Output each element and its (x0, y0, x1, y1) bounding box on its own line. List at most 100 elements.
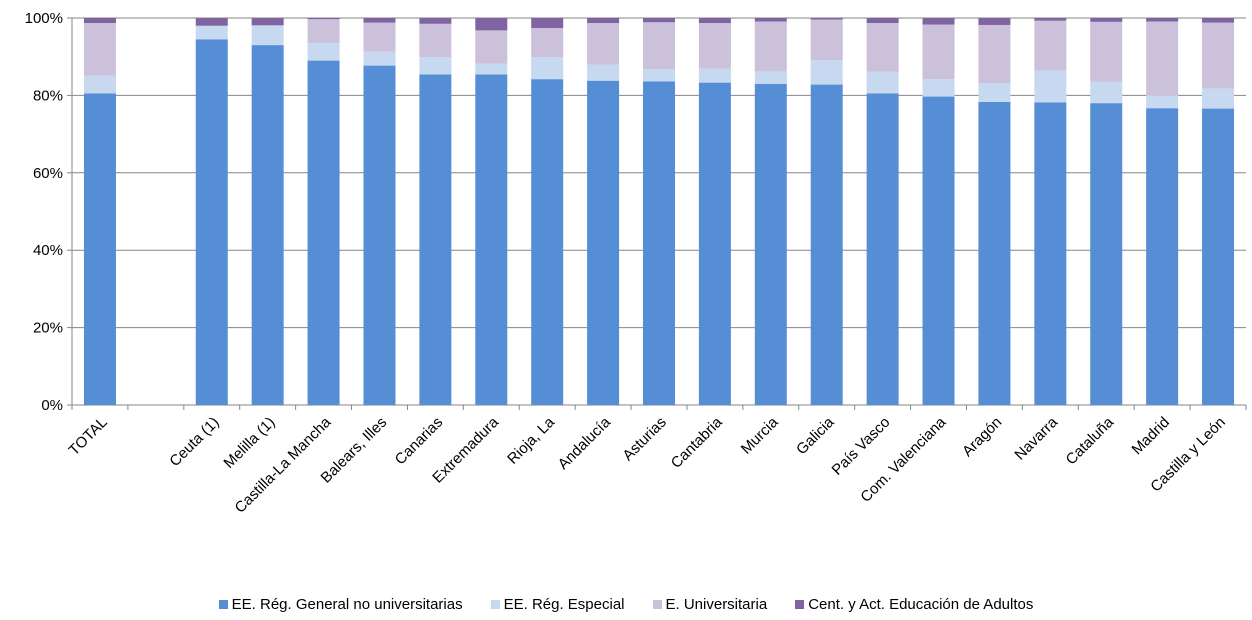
bar-segment-1 (195, 39, 228, 405)
x-category-label: Murcia (738, 413, 782, 457)
bar-segment-2 (251, 25, 284, 46)
legend-label: E. Universitaria (665, 596, 768, 613)
x-category-labels: TOTAL Ceuta (1)Melilla (1)Castilla-La Man… (66, 413, 1229, 516)
bar-segment-3 (83, 23, 116, 76)
bar-segment-4 (1090, 18, 1123, 22)
bar-segment-3 (419, 23, 452, 58)
x-category-label: Galicia (793, 413, 838, 458)
bar-segment-4 (1202, 18, 1235, 23)
bar-segment-3 (1202, 22, 1235, 89)
bar-segment-2 (1202, 88, 1235, 109)
x-category-label: Asturias (619, 414, 669, 464)
x-category-label: Cataluña (1063, 413, 1118, 468)
bar-segment-1 (866, 93, 899, 405)
bar-segment-4 (866, 18, 899, 24)
legend-swatch (795, 600, 805, 609)
bar-segment-3 (1034, 20, 1067, 71)
x-category-label: Cantabria (668, 413, 726, 471)
y-tick-label: 40% (33, 242, 63, 259)
bar-segment-2 (1146, 95, 1179, 109)
bar-segment-2 (866, 71, 899, 94)
bar-segment-1 (587, 80, 620, 405)
bar-segment-3 (1146, 21, 1179, 96)
bar-segment-4 (419, 18, 452, 24)
bar-segment-1 (754, 83, 787, 405)
x-category-label: Navarra (1011, 413, 1061, 463)
bar-segment-3 (978, 24, 1011, 84)
x-category-label: Rioja, La (504, 413, 558, 467)
legend-label: Cent. y Act. Educación de Adultos (808, 596, 1034, 613)
bar-segment-1 (1034, 102, 1067, 405)
bar-segment-2 (363, 51, 396, 66)
bar-segment-3 (866, 23, 899, 72)
bar-segment-1 (922, 96, 955, 405)
legend-swatch (218, 600, 228, 609)
bar-segment-4 (251, 18, 284, 26)
bar-segment-4 (922, 18, 955, 25)
bar-segment-2 (643, 69, 675, 82)
bar-segment-4 (698, 18, 731, 24)
bar-segment-2 (922, 79, 955, 97)
bar-segment-4 (1034, 18, 1067, 21)
bar-segment-2 (531, 57, 564, 80)
legend-swatch (652, 600, 662, 609)
bar-segment-1 (363, 65, 396, 405)
x-category-label: Aragón (959, 414, 1005, 460)
bar-segment-2 (475, 63, 508, 75)
bar-segment-2 (307, 43, 340, 61)
bar-segment-3 (531, 28, 564, 58)
legend-label: EE. Rég. Especial (503, 596, 625, 613)
bar-segment-3 (754, 21, 787, 72)
x-category-label: Melilla (1) (221, 414, 279, 472)
legend-item: EE. Rég. Especial (490, 596, 625, 613)
bar-segment-3 (307, 19, 340, 44)
stacked-bar-chart: 0% 20% 40% 60% 80% 100% TOTAL Ceuta (1)Melilla… (25, 10, 1247, 517)
bars (83, 18, 1235, 406)
x-category-label: Ceuta (1) (166, 414, 222, 470)
x-category-label: Canarias (392, 414, 446, 468)
bar-segment-4 (475, 18, 508, 31)
bar-segment-4 (307, 18, 340, 20)
bar-segment-1 (978, 101, 1011, 405)
bar-segment-1 (419, 74, 452, 405)
bar-segment-3 (1090, 21, 1123, 82)
bar-segment-3 (587, 23, 620, 65)
bar-segment-3 (643, 22, 675, 70)
bar-segment-2 (810, 60, 843, 85)
bar-segment-4 (643, 18, 675, 23)
bar-segment-4 (531, 18, 564, 29)
bar-segment-2 (978, 83, 1011, 102)
legend-swatch (490, 600, 500, 609)
bar-segment-2 (1034, 70, 1067, 103)
bar-segment-1 (531, 79, 564, 405)
bar-segment-3 (363, 22, 396, 52)
bar-segment-3 (922, 24, 955, 80)
legend-item: E. Universitaria (652, 596, 768, 613)
bar-segment-1 (810, 84, 843, 406)
x-category-label: TOTAL (66, 414, 111, 459)
bar-segment-2 (587, 64, 620, 81)
bar-segment-2 (83, 75, 116, 94)
bar-segment-1 (643, 81, 675, 405)
bar-segment-1 (83, 93, 116, 405)
y-tick-labels: 0% 20% 40% 60% 80% 100% (25, 10, 63, 414)
legend: EE. Rég. General no universitarias EE. Ré… (0, 596, 1252, 620)
y-tick-label: 0% (41, 397, 63, 414)
x-category-label: Madrid (1129, 414, 1173, 458)
bar-segment-4 (978, 18, 1011, 25)
bar-segment-4 (195, 18, 228, 26)
bar-segment-3 (698, 23, 731, 69)
legend-label: EE. Rég. General no universitarias (231, 596, 463, 613)
bar-segment-4 (587, 18, 620, 24)
bar-segment-4 (363, 18, 396, 23)
legend-item: Cent. y Act. Educación de Adultos (795, 596, 1033, 613)
bar-segment-2 (419, 57, 452, 75)
bar-segment-1 (1146, 108, 1179, 406)
bar-segment-1 (251, 45, 284, 406)
bar-segment-4 (1146, 18, 1179, 22)
bar-segment-2 (754, 71, 787, 84)
y-tick-label: 100% (25, 10, 63, 27)
bar-segment-4 (754, 18, 787, 22)
bar-segment-3 (810, 19, 843, 61)
